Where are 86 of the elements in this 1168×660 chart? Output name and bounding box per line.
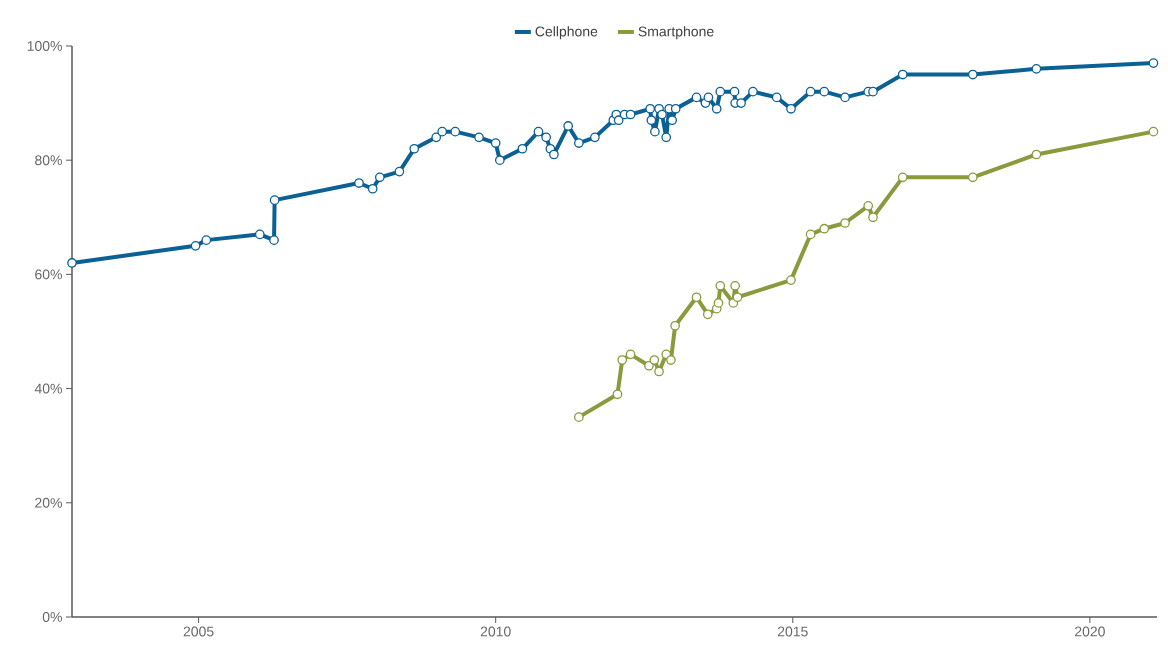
point	[474, 132, 484, 143]
x-tick-label: 2010	[480, 626, 511, 637]
point	[670, 320, 680, 331]
y-tick-label: 80%	[35, 155, 62, 166]
x-tick-label: 2005	[183, 626, 214, 637]
point	[786, 275, 796, 285]
point	[374, 172, 385, 183]
point	[732, 292, 743, 303]
point	[713, 298, 724, 308]
point	[409, 143, 420, 154]
point	[1031, 149, 1042, 160]
legend-label: Cellphone	[535, 26, 598, 40]
point	[1031, 63, 1042, 74]
point	[666, 355, 676, 365]
point	[670, 103, 681, 114]
point	[190, 240, 201, 251]
point	[617, 355, 628, 365]
point	[541, 132, 552, 143]
point	[517, 143, 528, 154]
point	[494, 155, 505, 166]
point	[840, 92, 850, 103]
point	[254, 229, 265, 240]
point	[269, 235, 279, 245]
point	[590, 132, 600, 143]
point	[549, 149, 559, 160]
point	[661, 132, 672, 143]
y-tick-label: 20%	[35, 497, 62, 508]
point	[868, 86, 878, 97]
point	[646, 115, 657, 126]
x-tick-label: 2020	[1075, 626, 1105, 637]
point	[711, 103, 722, 114]
point	[863, 201, 874, 211]
point	[269, 195, 280, 206]
point	[612, 389, 623, 400]
x-tick-label: 2015	[777, 626, 808, 637]
point	[657, 109, 667, 120]
point	[967, 69, 978, 80]
point	[67, 258, 77, 268]
point	[367, 183, 378, 194]
y-tick-label: 0%	[42, 612, 62, 622]
point	[748, 86, 758, 97]
point	[394, 166, 405, 177]
point	[650, 126, 660, 137]
point	[574, 138, 584, 148]
point	[644, 360, 654, 371]
point	[1148, 126, 1159, 137]
point	[819, 86, 830, 97]
point	[897, 69, 908, 80]
y-tick-label: 100%	[27, 41, 62, 51]
point	[691, 292, 702, 303]
point	[574, 412, 584, 422]
point	[897, 172, 908, 183]
point	[805, 229, 816, 240]
point	[625, 109, 636, 120]
point	[786, 103, 796, 114]
point	[649, 355, 660, 365]
point	[967, 172, 978, 183]
y-tick-label: 60%	[35, 269, 62, 280]
point	[645, 103, 656, 114]
point	[702, 309, 713, 320]
y-tick-label: 40%	[34, 383, 62, 394]
point	[736, 98, 746, 108]
legend-label: Smartphone	[638, 26, 714, 40]
point	[354, 178, 364, 188]
point	[490, 138, 501, 148]
point	[613, 115, 624, 126]
point	[730, 280, 740, 291]
point	[625, 349, 636, 360]
point	[437, 126, 448, 137]
point	[819, 223, 830, 234]
point	[840, 218, 850, 228]
point	[703, 92, 714, 103]
point	[450, 126, 461, 137]
point	[771, 92, 782, 103]
point	[868, 212, 878, 223]
point	[1148, 58, 1159, 68]
point	[715, 86, 726, 97]
point	[667, 115, 677, 126]
point	[201, 235, 212, 245]
point	[805, 86, 816, 97]
point	[563, 121, 574, 131]
point	[729, 86, 740, 97]
point	[431, 132, 442, 143]
point	[533, 126, 544, 137]
point	[715, 280, 726, 291]
point	[691, 92, 702, 103]
